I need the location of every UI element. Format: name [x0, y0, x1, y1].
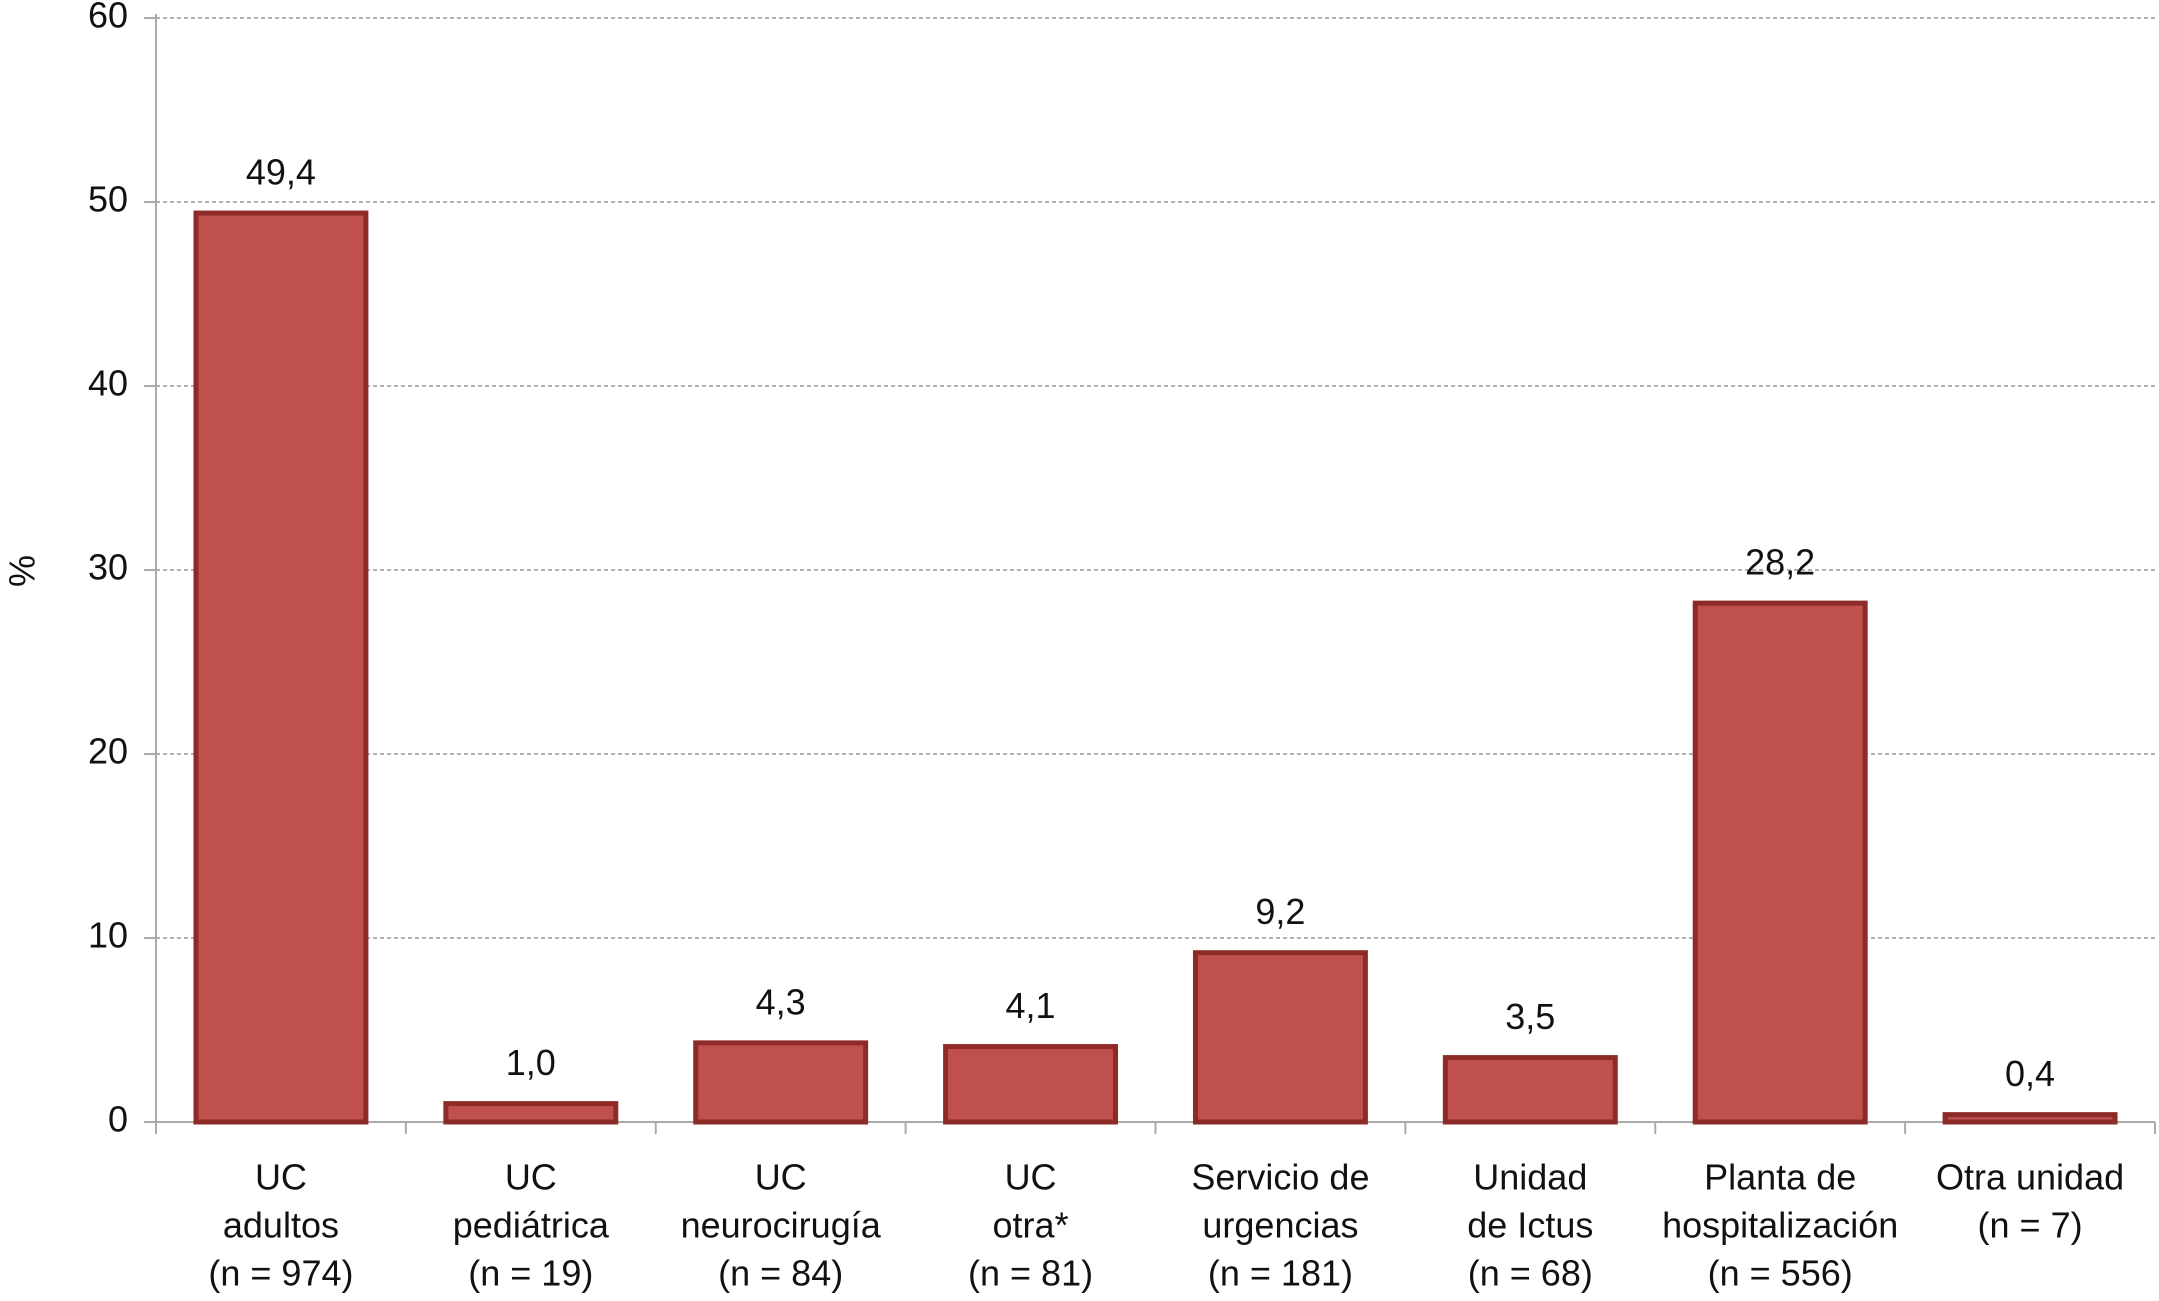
x-tick-label: de Ictus: [1467, 1205, 1593, 1246]
x-tick-label: (n = 7): [1978, 1205, 2083, 1246]
value-label: 1,0: [506, 1042, 556, 1083]
x-tick-label: (n = 974): [208, 1253, 353, 1294]
y-tick-label: 20: [88, 731, 128, 772]
bar: [193, 210, 369, 1125]
value-label: 0,4: [2005, 1053, 2055, 1094]
x-tick-label: (n = 68): [1468, 1253, 1593, 1294]
x-tick-label: Planta de: [1704, 1157, 1856, 1198]
y-tick-label: 60: [88, 0, 128, 36]
bar: [1192, 950, 1368, 1125]
value-label: 28,2: [1745, 542, 1815, 583]
bar: [1692, 600, 1868, 1125]
x-tick-label: neurocirugía: [681, 1205, 882, 1246]
value-label: 4,3: [756, 981, 806, 1022]
y-tick-label: 30: [88, 547, 128, 588]
bar: [443, 1101, 619, 1125]
x-tick-label: (n = 84): [718, 1253, 843, 1294]
y-tick-label: 40: [88, 363, 128, 404]
y-tick-label: 10: [88, 915, 128, 956]
bar: [693, 1040, 869, 1125]
x-tick-label: (n = 556): [1708, 1253, 1853, 1294]
x-tick-label: pediátrica: [453, 1205, 610, 1246]
x-tick-label: otra*: [993, 1205, 1069, 1246]
x-tick-label: (n = 181): [1208, 1253, 1353, 1294]
value-label: 3,5: [1505, 996, 1555, 1037]
value-label: 4,1: [1006, 985, 1056, 1026]
x-tick-label: (n = 81): [968, 1253, 1093, 1294]
x-tick-label: Servicio de: [1191, 1157, 1369, 1198]
y-axis-label: %: [2, 555, 43, 587]
bar: [943, 1044, 1119, 1125]
x-tick-label: UC: [1005, 1157, 1057, 1198]
x-tick-label: urgencias: [1202, 1205, 1358, 1246]
bar: [1442, 1055, 1618, 1125]
x-tick-label: UC: [505, 1157, 557, 1198]
x-tick-label: Unidad: [1473, 1157, 1587, 1198]
x-tick-label: UC: [255, 1157, 307, 1198]
x-tick-label: UC: [755, 1157, 807, 1198]
y-tick-label: 50: [88, 179, 128, 220]
y-tick-label: 0: [108, 1099, 128, 1140]
value-label: 9,2: [1255, 891, 1305, 932]
value-label: 49,4: [246, 152, 316, 193]
x-tick-label: adultos: [223, 1205, 339, 1246]
x-tick-label: Otra unidad: [1936, 1157, 2124, 1198]
bar: [1942, 1112, 2118, 1125]
x-tick-label: (n = 19): [468, 1253, 593, 1294]
x-tick-label: hospitalización: [1662, 1205, 1898, 1246]
